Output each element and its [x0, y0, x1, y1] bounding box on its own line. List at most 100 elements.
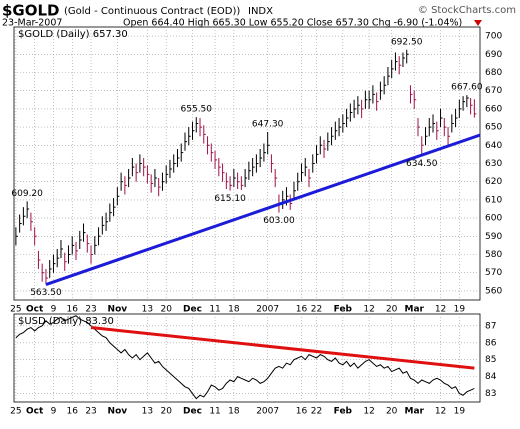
price-bar: [376, 92, 379, 111]
price-bar: [334, 121, 338, 140]
price-bar: [15, 227, 18, 246]
price-bar: [56, 249, 60, 268]
price-bar: [364, 90, 368, 109]
price-bar: [154, 168, 157, 188]
x-tick-label: 20: [160, 407, 172, 417]
price-bar: [316, 145, 319, 164]
price-bar: [135, 163, 139, 182]
price-bar: [443, 118, 447, 137]
annotation: 603.00: [263, 216, 295, 226]
price-bar: [402, 52, 405, 68]
price-bar: [398, 56, 402, 75]
price-bar: [300, 163, 304, 182]
exchange: INDX: [248, 6, 273, 17]
price-bar: [432, 114, 436, 133]
x-tick-label: 13: [142, 305, 153, 315]
price-bar: [349, 103, 353, 122]
price-bar: [83, 223, 86, 242]
price-bar: [428, 118, 432, 137]
price-bar: [282, 190, 285, 209]
x-tick-label: 20: [160, 305, 172, 315]
price-bar: [139, 154, 142, 173]
x-tick-label: 12: [363, 407, 374, 417]
y-tick-label: 660: [485, 104, 502, 114]
price-bar: [255, 154, 259, 173]
price-bar: [90, 245, 94, 264]
x-tick-label: 19: [454, 305, 466, 315]
price-bar: [233, 168, 236, 188]
price-bar: [19, 214, 22, 233]
trendline: [45, 133, 480, 286]
price-bar: [308, 168, 312, 188]
price-bar: [128, 168, 131, 188]
x-tick-label: 13: [142, 407, 153, 417]
price-bar: [263, 143, 266, 162]
price-bar: [158, 178, 161, 197]
y-tick-label: 560: [485, 286, 502, 296]
price-bar: [240, 176, 244, 190]
x-tick-label: 18: [228, 305, 240, 315]
price-bar: [248, 161, 251, 180]
y-tick-label: 620: [485, 177, 502, 187]
y-tick-label: 85: [485, 355, 496, 365]
price-bar: [67, 245, 71, 264]
y-tick-label: 580: [485, 250, 502, 260]
price-bar: [425, 127, 428, 146]
price-bar: [259, 148, 263, 168]
price-bar: [466, 95, 469, 108]
price-bar: [188, 127, 191, 146]
y-tick-label: 590: [485, 232, 502, 242]
annotation: 655.50: [181, 105, 213, 115]
annotation: 563.50: [30, 288, 62, 298]
y-tick-label: 650: [485, 123, 502, 133]
price-bar: [105, 212, 109, 231]
annotation: 692.50: [391, 37, 423, 47]
price-bar: [52, 254, 56, 273]
price-bar: [237, 172, 240, 189]
x-tick-label: 20: [386, 305, 398, 315]
price-bar: [207, 136, 210, 155]
price-bar: [210, 143, 214, 162]
price-bar: [113, 198, 116, 217]
source: © StockCharts.com: [418, 5, 516, 16]
x-tick-label: 12: [435, 305, 446, 315]
x-tick-label: 9: [51, 305, 57, 315]
plot-area: [14, 314, 480, 402]
price-bar: [143, 158, 146, 177]
price-bar: [361, 99, 364, 118]
x-tick-label: 22: [311, 407, 322, 417]
price-bar: [462, 96, 466, 111]
y-tick-label: 86: [485, 338, 497, 348]
price-bar: [22, 207, 26, 226]
x-tick-label: Feb: [334, 407, 353, 417]
x-tick-label: Mar: [404, 407, 424, 417]
price-bar: [116, 187, 120, 206]
price-bar: [274, 168, 278, 188]
price-bar: [387, 67, 390, 86]
trendline: [90, 326, 475, 370]
price-bar: [37, 250, 41, 270]
price-bar: [270, 154, 274, 173]
y-tick-label: 670: [485, 86, 502, 96]
annotation: 634.50: [406, 159, 438, 169]
x-tick-label: 20: [386, 407, 398, 417]
date: 23-Mar-2007: [2, 18, 62, 29]
y-tick-label: 680: [485, 68, 502, 78]
y-tick-label: 600: [485, 214, 502, 224]
price-bar: [293, 181, 296, 200]
price-bar: [436, 121, 439, 140]
price-bar: [165, 165, 169, 184]
price-bar: [470, 97, 473, 115]
y-tick-label: 83: [485, 389, 496, 399]
price-bar: [101, 216, 105, 235]
price-bar: [146, 165, 150, 184]
x-tick-label: Nov: [108, 407, 128, 417]
price-bar: [64, 252, 67, 271]
price-bar: [229, 176, 233, 191]
x-tick-label: 11: [209, 407, 220, 417]
price-bar: [417, 118, 420, 137]
plot-area: [14, 27, 480, 300]
annotation: 615.10: [214, 194, 246, 204]
chart-title: $GOLD: [2, 2, 60, 20]
usd-line: [15, 315, 475, 400]
